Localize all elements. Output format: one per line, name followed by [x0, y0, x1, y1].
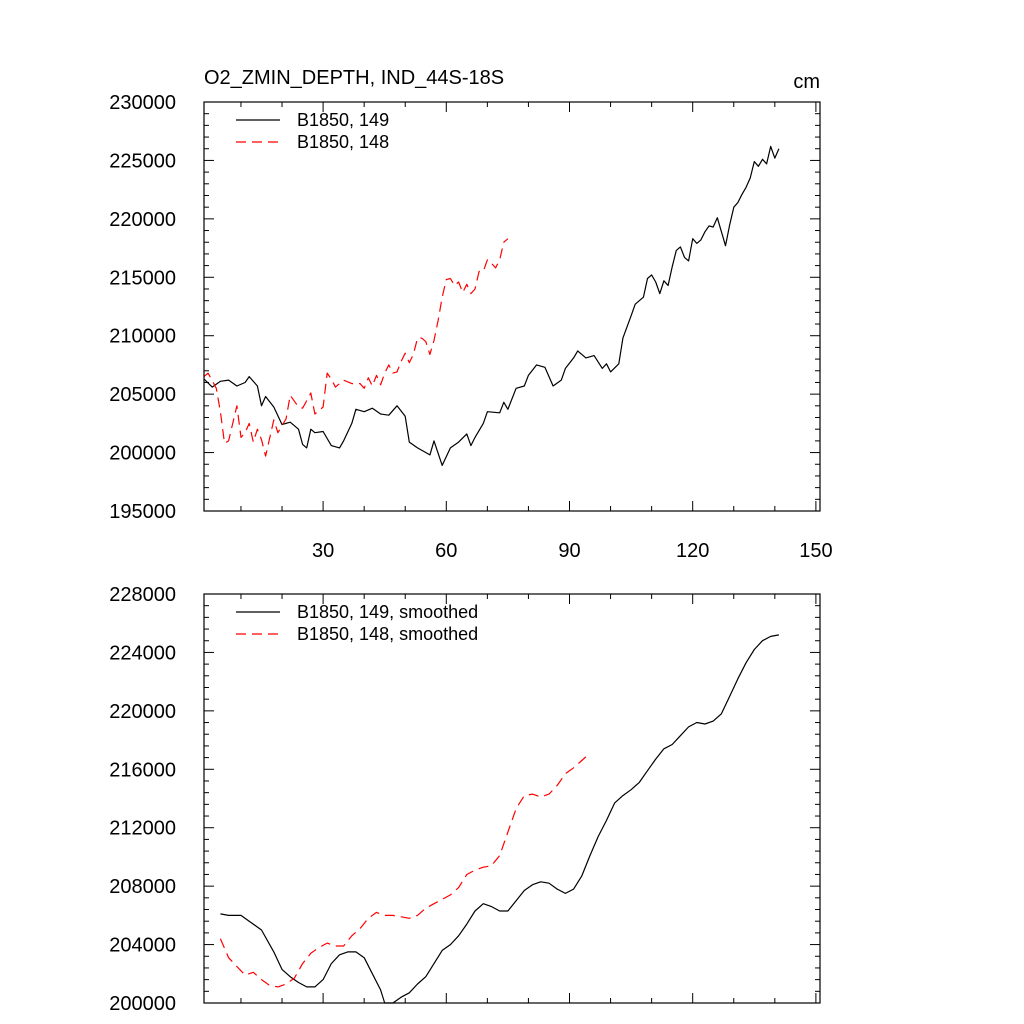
legend-label-148: B1850, 148 [297, 132, 389, 152]
y-tick-label: 210000 [109, 326, 176, 348]
legend: B1850, 149, smoothed B1850, 148, smoothe… [236, 602, 478, 644]
bottom-chart: 200000 204000 208000 212000 216000 220000 2240… [109, 584, 821, 1015]
y-tick-label: 195000 [109, 501, 176, 523]
y-tick-label: 220000 [109, 209, 176, 231]
y-tick-label: 228000 [109, 584, 176, 606]
x-tick-label: 150 [799, 540, 832, 562]
series-line-149 [220, 634, 780, 1004]
legend-label-148-smoothed: B1850, 148, smoothed [297, 624, 478, 644]
legend: B1850, 149 B1850, 148 [236, 110, 389, 152]
y-tick-label: 216000 [109, 759, 176, 781]
plot-area [203, 145, 780, 466]
legend-label-149: B1850, 149 [297, 110, 389, 130]
series-line-148 [203, 238, 509, 457]
y-tick-label: 224000 [109, 642, 176, 664]
y-tick-label: 230000 [109, 92, 176, 114]
units-label: cm [793, 71, 820, 93]
plot-frame [203, 593, 821, 1004]
y-tick-label: 225000 [109, 150, 176, 172]
y-tick-label: 215000 [109, 267, 176, 289]
y-tick-label: 208000 [109, 876, 176, 898]
axis-ticks: 195000 200000 205000 210000 215000 220000 2250… [109, 92, 832, 562]
series-line-149 [203, 145, 780, 466]
plot-area [219, 634, 780, 1004]
y-tick-label: 200000 [109, 443, 176, 465]
series-line-148 [219, 752, 591, 988]
y-tick-label: 220000 [109, 701, 176, 723]
x-tick-label: 60 [435, 540, 457, 562]
axis-ticks: 200000 204000 208000 212000 216000 220000 2240… [109, 584, 820, 1015]
plot-frame [203, 101, 821, 512]
y-tick-label: 200000 [109, 993, 176, 1015]
y-tick-label: 205000 [109, 384, 176, 406]
legend-label-149-smoothed: B1850, 149, smoothed [297, 602, 478, 622]
chart-title: O2_ZMIN_DEPTH, IND_44S-18S [204, 67, 504, 89]
x-tick-label: 30 [312, 540, 334, 562]
x-tick-label: 120 [676, 540, 709, 562]
top-chart: O2_ZMIN_DEPTH, IND_44S-18S cm 195000 2000… [109, 67, 832, 562]
x-tick-label: 90 [558, 540, 580, 562]
y-tick-label: 204000 [109, 935, 176, 957]
y-tick-label: 212000 [109, 818, 176, 840]
